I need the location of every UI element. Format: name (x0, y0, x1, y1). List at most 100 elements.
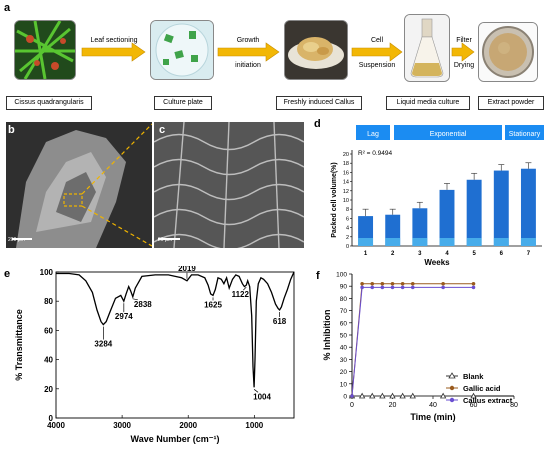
culture-plate-graphic (151, 21, 213, 79)
sem-image-c (154, 122, 304, 248)
bar-3 (412, 208, 428, 246)
y-tick-label: 0 (49, 414, 54, 423)
y-tick-label: 50 (340, 333, 348, 340)
phase-band-2 (505, 125, 544, 140)
peak-pointer (253, 389, 259, 393)
series-line-2 (351, 286, 474, 397)
step-label-liquid-media: Liquid media culture (386, 96, 470, 110)
panel-a-letter: a (4, 2, 11, 14)
y-tick-label: 100 (40, 268, 54, 277)
series-point-0 (358, 392, 366, 399)
scalebar-b-label: 200 µm (8, 237, 25, 243)
x-tick-label: 3 (418, 251, 422, 257)
peak-label-3284: 3284 (94, 340, 112, 349)
y-tick-label: 20 (44, 385, 53, 394)
series-point-2 (360, 285, 364, 290)
step-label-extract-powder: Extract powder (478, 96, 544, 110)
peak-label-2019: 2019 (178, 266, 196, 273)
y-tick-label: 80 (44, 297, 53, 306)
x-axis-title: Time (min) (410, 412, 455, 422)
arrow-2-label-top: Growth (236, 37, 260, 44)
series-point-1 (400, 281, 405, 286)
sem-c-graphic (154, 122, 304, 248)
peak-label-2974: 2974 (115, 312, 133, 321)
arrow-3-label-top: Cell (370, 37, 384, 44)
bar-5 (466, 179, 482, 246)
phase-band-0 (356, 125, 390, 140)
peak-pointer (132, 298, 138, 301)
callus-photo-icon (284, 20, 348, 80)
phase-label-0: Lag (367, 131, 379, 138)
powder-photo-icon (478, 22, 538, 82)
bar-base-4 (439, 238, 455, 246)
series-point-0 (399, 392, 406, 399)
x-tick-label: 60 (470, 402, 478, 409)
powder-graphic (479, 23, 537, 81)
arrow-4-label-top: Filter (456, 37, 472, 44)
x-tick-label: 80 (510, 402, 518, 409)
culture-plate-photo-icon (150, 20, 214, 80)
legend-marker-1 (449, 385, 455, 391)
flask-graphic (405, 15, 449, 81)
peak-label-1122: 1122 (232, 290, 250, 299)
arrow-2 (217, 42, 280, 62)
arrow-1 (81, 42, 146, 62)
y-tick-label: 40 (44, 356, 53, 365)
series-point-0 (369, 392, 376, 399)
phase-band-1 (394, 125, 502, 140)
y-tick-label: 10 (340, 381, 348, 388)
peak-label-1004: 1004 (253, 392, 271, 401)
legend-label-1: Gallic acid (463, 384, 501, 393)
series-line-1 (351, 283, 474, 397)
bar-base-1 (358, 238, 374, 246)
chart-e-ftir: 0 20 40 60 80 100 4000 3000 2000 1000 3284 29742838… (14, 266, 295, 444)
peak-label-618: 618 (273, 317, 287, 326)
arrow-3-label-bottom: Suspension (358, 62, 396, 69)
y-axis-title: Packed cell volume(%) (331, 162, 338, 237)
chart-f-inhibition: 0 10 20 30 40 50 60 70 80 90 100 0 20 40 60 80 Blank Gall… (322, 272, 518, 423)
series-point-2 (410, 285, 415, 290)
x-tick-label: 0 (350, 402, 354, 409)
x-tick-label: 4 (445, 251, 449, 257)
y-tick-label: 18 (343, 161, 349, 167)
y-tick-label: 20 (340, 369, 348, 376)
arrow-4-label-bottom: Drying (453, 62, 475, 69)
x-axis-title: Weeks (424, 258, 450, 266)
series-point-1 (441, 281, 445, 286)
flask-photo-icon (404, 14, 450, 82)
legend-marker-2 (449, 397, 455, 403)
y-tick-label: 80 (340, 296, 348, 303)
x-axis-title: Wave Number (cm⁻¹) (131, 434, 220, 444)
bar-base-6 (493, 238, 509, 246)
x-tick-label: 7 (527, 251, 531, 257)
plant-photo-graphic (15, 21, 75, 79)
arrow-1-label: Leaf sectioning (90, 37, 138, 44)
y-tick-label: 100 (336, 272, 347, 279)
peak-label-2838: 2838 (134, 300, 152, 309)
y-tick-label: 90 (340, 284, 348, 291)
series-point-0 (409, 392, 416, 399)
phase-label-1: Exponential (430, 131, 467, 138)
series-point-1 (360, 281, 364, 286)
series-point-0 (379, 392, 386, 399)
series-point-2 (370, 285, 375, 290)
y-tick-label: 60 (44, 326, 53, 335)
arrow-4 (451, 42, 475, 62)
x-tick-label: 2000 (179, 421, 197, 430)
phase-label-2: Stationary (509, 131, 541, 138)
y-tick-label: 0 (343, 394, 347, 401)
series-point-0 (470, 392, 477, 399)
y-tick-label: 14 (343, 180, 349, 186)
step-label-cissus: Cissus quadrangularis (6, 96, 92, 110)
peak-pointer (243, 286, 247, 291)
y-tick-label: 2 (346, 235, 349, 241)
y-tick-label: 10 (343, 198, 349, 204)
legend-label-0: Blank (463, 372, 484, 381)
plot-frame (55, 271, 295, 419)
callus-graphic (285, 21, 347, 79)
x-tick-label: 2 (391, 251, 395, 257)
bar-base-3 (412, 238, 428, 246)
x-tick-label: 3000 (113, 421, 131, 430)
y-tick-label: 6 (346, 216, 349, 222)
series-point-1 (471, 281, 476, 286)
